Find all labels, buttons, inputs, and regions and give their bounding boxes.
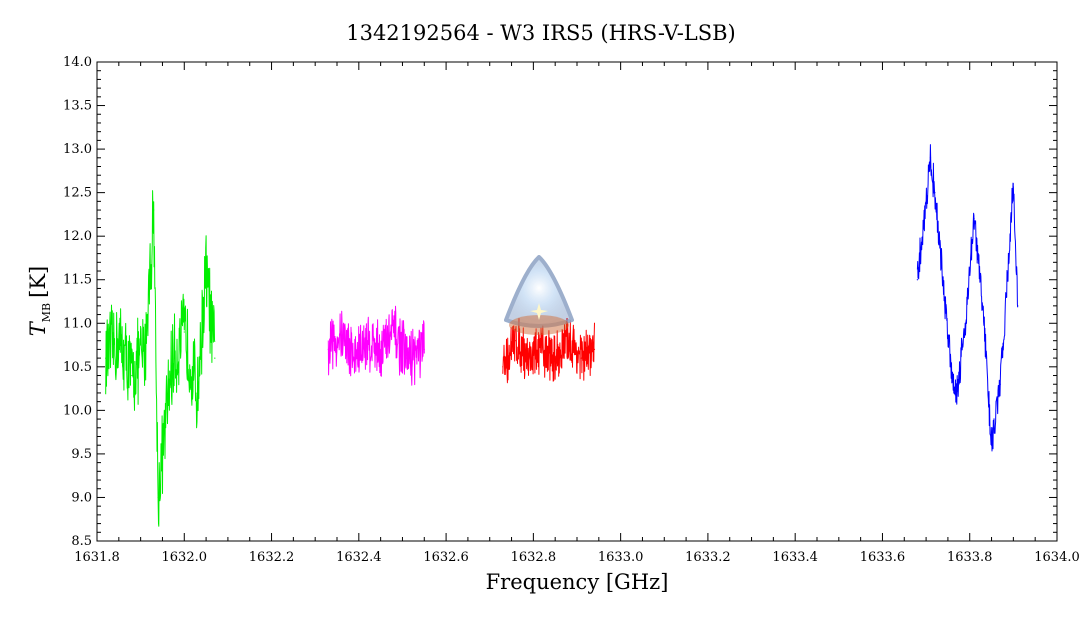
y-tick-label: 10.0 — [63, 403, 92, 418]
x-tick-label: 1633.0 — [598, 550, 644, 565]
series-2-point — [380, 348, 382, 350]
series-1-point — [157, 496, 159, 499]
series-3-point — [554, 357, 556, 359]
series-4-point — [1012, 183, 1014, 185]
x-tick-label: 1632.0 — [162, 550, 208, 565]
series-2-point — [406, 357, 408, 359]
series-4-point — [942, 287, 945, 290]
series-3-point — [541, 348, 543, 350]
series-1-point — [214, 357, 216, 359]
series-line-2 — [327, 305, 425, 386]
series-2-point — [366, 340, 369, 342]
axis-ticks — [96, 61, 1058, 542]
series-3-point — [528, 357, 530, 359]
series-1-point — [144, 348, 146, 350]
series-4-point — [951, 374, 953, 377]
series-2-point — [327, 348, 329, 350]
y-axis-title: TMB [K] — [26, 266, 53, 336]
series-2-point — [393, 331, 395, 333]
y-tick-label: 11.5 — [63, 273, 92, 288]
series-4-point — [929, 157, 932, 159]
series-layer — [105, 144, 1019, 527]
y-tick-label: 12.5 — [63, 186, 92, 201]
y-tick-label: 12.0 — [63, 229, 92, 244]
series-2-point — [340, 331, 342, 333]
series-1-point — [196, 392, 198, 394]
y-tick-labels: 8.5 9.0 9.5 10.0 10.5 11.0 11.5 12.0 12.5 13.0 13.… — [63, 55, 92, 549]
y-tick-label: 13.5 — [63, 99, 92, 114]
svg-text:TMB[K]: TMB [K] — [26, 266, 53, 336]
series-line-4 — [916, 144, 1019, 452]
y-tick-label: 9.0 — [71, 490, 92, 505]
y-axis-unit: [K] — [26, 266, 50, 298]
y-tick-label: 9.5 — [71, 447, 92, 462]
series-3-point — [515, 340, 517, 342]
x-tick-label: 1633.6 — [860, 550, 906, 565]
y-axis-subscript: MB — [40, 303, 53, 322]
series-4-point — [973, 218, 975, 220]
x-tick-label: 1633.8 — [947, 550, 993, 565]
series-3-point — [593, 348, 596, 350]
x-tick-labels: 1631.8 1632.0 1632.2 1632.4 1632.6 1632.8 1633… — [74, 550, 1080, 565]
series-line-1 — [105, 190, 216, 527]
x-tick-label: 1633.2 — [685, 550, 731, 565]
y-tick-label: 8.5 — [71, 534, 92, 549]
series-4-point — [934, 192, 936, 194]
y-tick-label: 11.0 — [63, 316, 92, 331]
series-1-point — [105, 357, 107, 359]
series-1-point — [153, 209, 155, 211]
series-4-point — [999, 383, 1001, 385]
series-4-point — [925, 200, 927, 202]
series-line-3 — [502, 318, 595, 384]
y-tick-label: 14.0 — [63, 55, 92, 70]
y-tick-label: 10.5 — [63, 360, 92, 375]
series-1-point — [170, 366, 172, 368]
x-tick-label: 1634.0 — [1034, 550, 1080, 565]
series-3-point — [567, 340, 569, 342]
series-1-point — [183, 331, 185, 333]
series-3-point — [502, 366, 504, 368]
series-2-point — [353, 357, 356, 359]
x-tick-label: 1632.8 — [511, 550, 557, 565]
series-4-point — [1017, 305, 1019, 307]
series-4-point — [964, 322, 966, 324]
series-1-point — [205, 270, 207, 272]
chart-title: 1342192564 - W3 IRS5 (HRS-V-LSB) — [346, 21, 736, 45]
plot-frame — [96, 61, 1058, 542]
series-2-point — [423, 348, 425, 350]
series-4-point — [1008, 253, 1010, 255]
series-4-point — [982, 305, 984, 307]
series-4-point — [990, 444, 993, 446]
x-axis-title: Frequency [GHz] — [486, 570, 669, 594]
y-tick-label: 13.0 — [63, 142, 92, 157]
herschel-logo — [504, 255, 574, 335]
series-4-point — [916, 279, 918, 281]
x-tick-label: 1632.2 — [249, 550, 295, 565]
y-axis-symbol: T — [26, 320, 50, 336]
x-tick-label: 1632.4 — [336, 550, 382, 565]
x-tick-label: 1632.6 — [423, 550, 469, 565]
series-1-point — [118, 340, 120, 342]
series-1-point — [131, 374, 133, 377]
x-tick-label: 1631.8 — [74, 550, 120, 565]
series-3-point — [580, 357, 582, 359]
series-4-point — [956, 392, 958, 394]
x-tick-label: 1633.4 — [772, 550, 818, 565]
